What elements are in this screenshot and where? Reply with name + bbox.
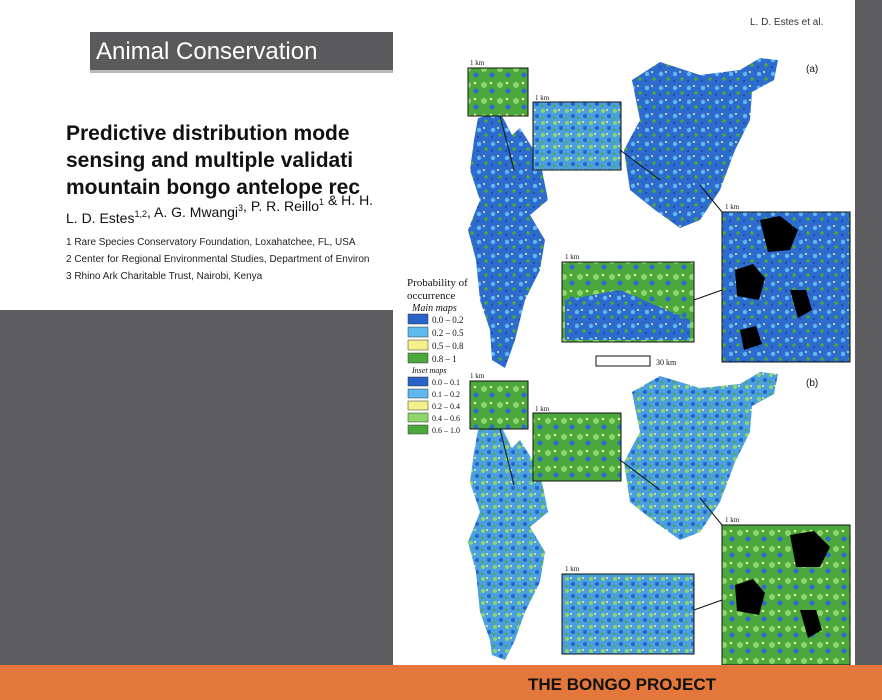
main-map [468, 112, 548, 368]
legend-swatch [407, 412, 429, 423]
inset-map-detail [565, 290, 690, 340]
running-head: L. D. Estes et al. [750, 17, 823, 28]
affiliation: 2 Center for Regional Environmental Stud… [66, 254, 370, 265]
legend-label: 0.2 – 0.4 [432, 402, 460, 411]
affiliation: 3 Rhino Ark Charitable Trust, Nairobi, K… [66, 271, 263, 282]
footer-bar [0, 665, 882, 700]
legend-swatch [407, 313, 429, 325]
scale-label: 1 km [535, 405, 550, 413]
article-title: mountain bongo antelope rec [66, 176, 360, 199]
legend-swatch [407, 339, 429, 351]
inset-map [467, 67, 529, 117]
legend-label: 0.1 – 0.2 [432, 390, 460, 399]
main-map [468, 424, 548, 660]
affiliation: 1 Rare Species Conservatory Foundation, … [66, 237, 356, 248]
main-map [624, 58, 778, 228]
map-panel-a: 30 km [467, 58, 851, 368]
legend-heading: Inset maps [411, 366, 446, 375]
legend-swatch [407, 424, 429, 435]
author-name: , P. R. Reillo [243, 198, 319, 214]
inset-map-detail [735, 531, 830, 638]
legend-title: Probability of [407, 277, 468, 289]
inset-map [469, 380, 529, 430]
author-name: L. D. Estes [66, 210, 134, 226]
legend-label: 0.5 – 0.8 [432, 341, 464, 351]
legend-swatch [407, 388, 429, 399]
legend-label: 0.4 – 0.6 [432, 414, 460, 423]
legend-swatch [407, 326, 429, 338]
scale-label: 1 km [565, 253, 580, 261]
main-map [624, 372, 778, 540]
scale-label: 1 km [565, 565, 580, 573]
legend-label: 0.0 – 0.2 [432, 315, 464, 325]
legend-label: 0.6 – 1.0 [432, 426, 460, 435]
inset-map-detail [735, 216, 812, 350]
author-affil: 3 [238, 203, 243, 213]
scale-label: 30 km [656, 358, 677, 367]
connector [499, 115, 723, 301]
legend-label: 0.8 – 1 [432, 354, 457, 364]
journal-name: Animal Conservation [96, 38, 317, 65]
legend-heading: Main maps [411, 303, 457, 314]
scale-label: 1 km [470, 372, 485, 380]
scale-label: 1 km [725, 203, 740, 211]
scale-label: 1 km [535, 94, 550, 102]
author-name: & H. H. [324, 192, 373, 208]
legend-swatch [407, 400, 429, 411]
legend-label: 0.2 – 0.5 [432, 328, 464, 338]
scale-label: 1 km [470, 59, 485, 67]
scale-label: 1 km [725, 516, 740, 524]
connector [499, 428, 723, 611]
legend: Probability of occurrence Main maps Inse… [407, 277, 468, 435]
journal-rule [90, 70, 395, 73]
author-affil: 1 [319, 197, 324, 207]
inset-map [532, 412, 622, 482]
map-panel-b [468, 372, 851, 666]
authors: L. D. Estes1,2, A. G. Mwangi3, P. R. Rei… [66, 192, 373, 226]
footer-title: THE BONGO PROJECT [528, 675, 717, 694]
inset-map [532, 101, 622, 171]
journal-band [90, 32, 395, 70]
author-name: , A. G. Mwangi [147, 204, 238, 220]
article-title: Predictive distribution mode [66, 122, 350, 145]
panel-label: (a) [806, 64, 818, 75]
inset-map [561, 573, 695, 655]
legend-swatch [407, 376, 429, 387]
legend-title: occurrence [407, 290, 455, 302]
scale-bar [595, 355, 651, 367]
article-title: sensing and multiple validati [66, 149, 353, 172]
legend-swatch [407, 352, 429, 364]
panel-label: (b) [806, 378, 818, 389]
legend-label: 0.0 – 0.1 [432, 378, 460, 387]
author-affil: 1,2 [134, 209, 147, 219]
